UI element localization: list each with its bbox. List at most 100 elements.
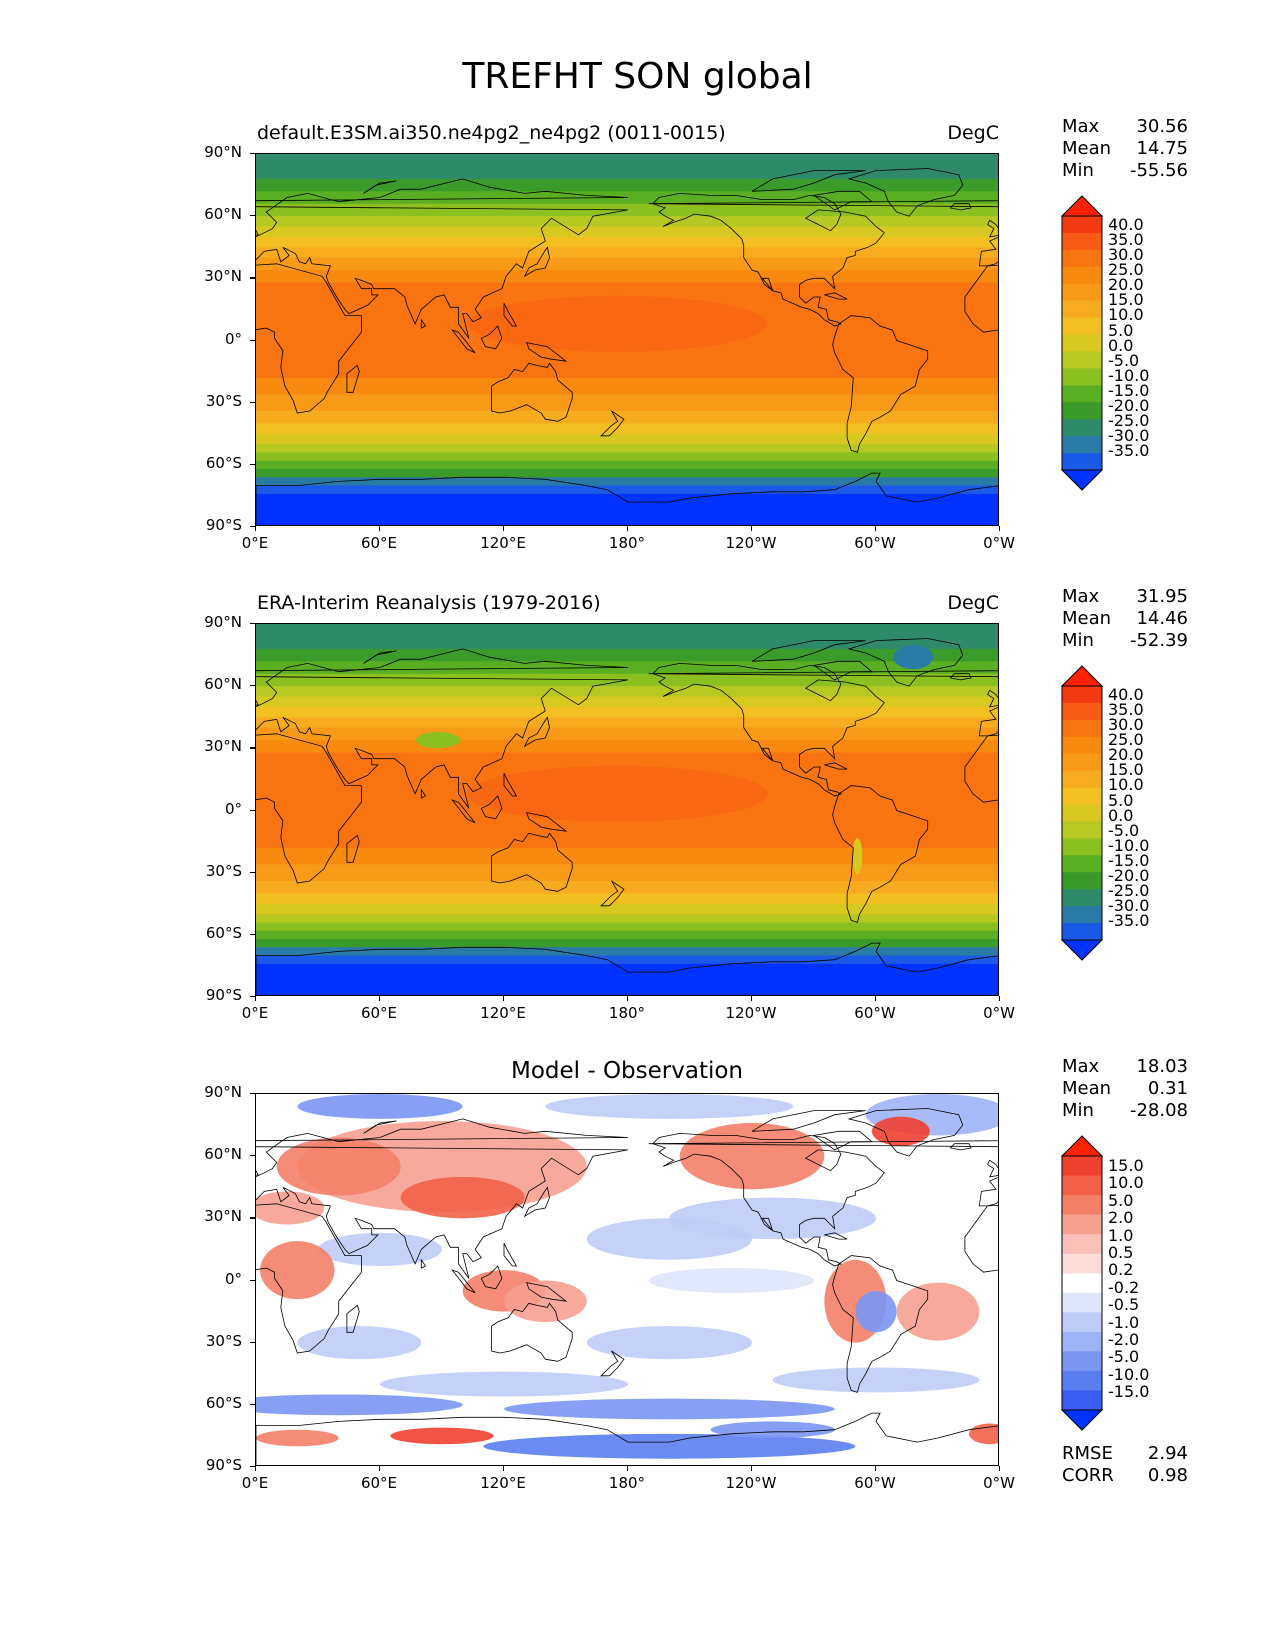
coastline: [480, 795, 503, 820]
lat-tick-label: 90°N: [204, 613, 242, 631]
lat-tick-mark: [250, 339, 255, 341]
difference-patch: [297, 1326, 422, 1360]
colorbar-extend-max: [1060, 665, 1104, 687]
colorbar-bin: [1062, 402, 1102, 420]
lon-tick-mark: [255, 526, 257, 531]
temperature-band: [256, 624, 998, 650]
lon-tick-mark: [999, 526, 1001, 531]
lat-tick-label: 60°S: [205, 923, 242, 942]
lat-tick-mark: [250, 1341, 255, 1343]
lat-tick-label: 30°N: [204, 1207, 242, 1226]
coastline: [949, 673, 972, 681]
lon-tick-label: 60°E: [360, 1004, 398, 1022]
panel-3-colorbar-bar: [1060, 1135, 1104, 1431]
min-value: -52.39: [1129, 630, 1188, 651]
temperature-band: [256, 216, 998, 228]
colorbar-bin: [1062, 317, 1102, 336]
panel-1-map-canvas: [256, 154, 998, 525]
coastline: [346, 834, 360, 863]
lat-tick-mark: [250, 215, 255, 217]
temperature-bands: [256, 154, 998, 525]
coastline: [503, 1243, 518, 1267]
coastline: [256, 263, 362, 414]
coastline: [480, 325, 503, 350]
colorbar-tick-label: 0.2: [1108, 1260, 1134, 1280]
panel-1-units: DegC: [947, 122, 999, 144]
colorbar-bin: [1062, 1253, 1102, 1274]
difference-patch: [256, 1429, 339, 1447]
min-label: Min: [1062, 160, 1094, 181]
difference-patch: [896, 1282, 980, 1341]
colorbar-tick-label: 15.0: [1108, 1156, 1144, 1175]
colorbar-tick-label: -25.0: [1108, 411, 1150, 431]
coastline: [832, 315, 929, 453]
lat-tick-label: 90°S: [205, 986, 242, 1004]
max-value: 31.95: [1136, 586, 1188, 607]
coastline: [652, 192, 885, 327]
colorbar-bin: [1062, 906, 1102, 924]
coastline: [523, 246, 550, 278]
colorbar-tick-label: -35.0: [1108, 911, 1150, 931]
coastline: [256, 733, 362, 884]
lat-tick-label: 60°N: [204, 675, 242, 694]
temperature-band: [256, 226, 998, 238]
difference-patch: [648, 1268, 814, 1293]
coastline: [600, 410, 625, 437]
colorbar-frame: [1061, 685, 1103, 941]
lon-tick-label: 120°W: [725, 1004, 777, 1022]
coastline: [256, 699, 259, 706]
max-label: Max: [1062, 116, 1100, 137]
colorbar-bin: [1062, 1175, 1102, 1196]
coastline: [256, 942, 998, 995]
coastline: [812, 1130, 873, 1151]
lon-tick-mark: [255, 996, 257, 1001]
coastline: [451, 1269, 476, 1294]
lat-tick-label: 60°N: [204, 1145, 242, 1164]
figure-title: TREFHT SON global: [462, 56, 813, 97]
colorbar-tick-label: -5.0: [1108, 350, 1140, 370]
colorbar-tick-label: -15.0: [1108, 850, 1150, 870]
lat-tick-mark: [250, 463, 255, 466]
colorbar-tick-label: -1.0: [1108, 1312, 1140, 1332]
colorbar-bin: [1062, 1195, 1102, 1216]
colorbar-bin: [1062, 300, 1102, 319]
colorbar-tick-label: 25.0: [1108, 730, 1144, 750]
colorbar-bin: [1062, 283, 1102, 302]
colorbar-bin: [1062, 419, 1102, 437]
coastline: [824, 762, 848, 770]
panel-3-metrics: RMSE 2.94 CORR 0.98: [1062, 1443, 1188, 1487]
coastline: [526, 812, 568, 832]
lon-tick-label: 120°E: [480, 1004, 526, 1022]
lon-tick-mark: [503, 526, 505, 531]
coastline: [812, 660, 873, 681]
difference-patch: [679, 1123, 825, 1190]
colorbar-tick-label: 20.0: [1108, 745, 1144, 765]
colorbar-bin: [1062, 1234, 1102, 1255]
temperature-band: [256, 452, 998, 462]
coastline: [652, 662, 885, 797]
coastline: [363, 650, 397, 664]
coastline: [420, 318, 427, 329]
temperature-band: [256, 410, 998, 424]
lon-tick-label: 0°W: [983, 534, 1015, 552]
lon-tick-label: 60°E: [360, 1474, 398, 1492]
coastline: [491, 832, 573, 892]
lon-tick-mark: [627, 1466, 629, 1471]
coastline: [363, 180, 397, 194]
colorbar-tick-label: -15.0: [1108, 380, 1150, 400]
temperature-band: [256, 444, 998, 453]
coastline: [256, 1412, 998, 1465]
colorbar-bin: [1062, 923, 1102, 941]
lon-tick-mark: [503, 996, 505, 1001]
lon-tick-mark: [875, 526, 877, 531]
coastline: [751, 170, 866, 192]
temperature-band: [256, 178, 998, 192]
coastline: [451, 799, 476, 824]
mean-label: Mean: [1062, 138, 1112, 159]
panel-2-map-canvas: [256, 624, 998, 995]
temperature-bands: [256, 624, 998, 995]
coastline: [949, 203, 972, 211]
temperature-band: [256, 727, 998, 741]
lat-tick-label: 30°S: [205, 861, 242, 880]
lat-tick-label: 60°S: [205, 1393, 242, 1412]
